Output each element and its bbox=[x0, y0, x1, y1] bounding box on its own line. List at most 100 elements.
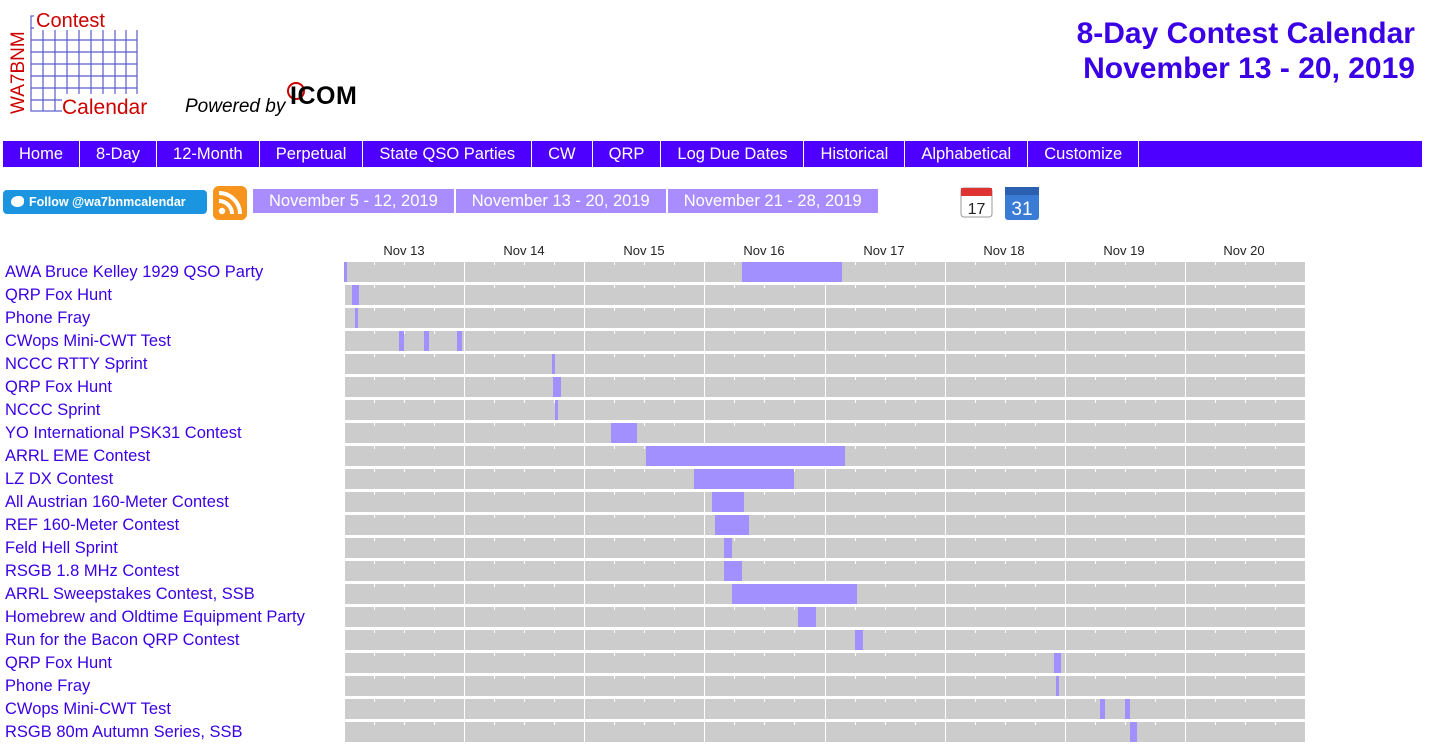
day-divider bbox=[824, 354, 826, 374]
hour-tick bbox=[764, 400, 766, 403]
contest-link[interactable]: Phone Fray bbox=[5, 309, 91, 327]
hour-tick bbox=[554, 492, 556, 495]
contest-time-bar[interactable] bbox=[610, 423, 638, 443]
nav-item-perpetual[interactable]: Perpetual bbox=[260, 141, 364, 167]
nav-item-log-due-dates[interactable]: Log Due Dates bbox=[661, 141, 805, 167]
contest-time-bar[interactable] bbox=[555, 400, 559, 420]
nav-item-alphabetical[interactable]: Alphabetical bbox=[905, 141, 1029, 167]
hour-tick bbox=[734, 607, 736, 610]
nav-item-12-month[interactable]: 12-Month bbox=[157, 141, 260, 167]
nav-item-qrp[interactable]: QRP bbox=[593, 141, 662, 167]
hour-tick bbox=[884, 607, 886, 610]
contest-link[interactable]: QRP Fox Hunt bbox=[5, 286, 112, 304]
hour-tick bbox=[614, 584, 616, 587]
nav-item-cw[interactable]: CW bbox=[532, 141, 593, 167]
contest-link[interactable]: All Austrian 160-Meter Contest bbox=[5, 493, 229, 511]
twitter-follow-button[interactable]: Follow @wa7bnmcalendar bbox=[3, 190, 207, 214]
contest-link[interactable]: ARRL Sweepstakes Contest, SSB bbox=[5, 585, 255, 603]
hour-tick bbox=[1004, 722, 1006, 725]
hour-tick bbox=[1004, 561, 1006, 564]
contest-link[interactable]: RSGB 80m Autumn Series, SSB bbox=[5, 723, 243, 741]
contest-timeline-track bbox=[344, 676, 1306, 696]
nav-item-8-day[interactable]: 8-Day bbox=[80, 141, 158, 167]
contest-link[interactable]: AWA Bruce Kelley 1929 QSO Party bbox=[5, 263, 264, 281]
week-link[interactable]: November 5 - 12, 2019 bbox=[253, 189, 456, 213]
hour-tick bbox=[404, 722, 406, 725]
contest-time-bar[interactable] bbox=[724, 538, 732, 558]
ical-calendar-icon[interactable]: 17 bbox=[960, 185, 993, 218]
contest-link[interactable]: REF 160-Meter Contest bbox=[5, 516, 180, 534]
contest-time-bar[interactable] bbox=[731, 584, 858, 604]
day-divider bbox=[584, 653, 586, 673]
hour-tick bbox=[644, 515, 646, 518]
contest-link[interactable]: RSGB 1.8 MHz Contest bbox=[5, 562, 180, 580]
day-divider bbox=[1064, 561, 1066, 581]
day-divider bbox=[1305, 308, 1306, 328]
contest-time-bar[interactable] bbox=[1124, 699, 1130, 719]
google-calendar-icon[interactable]: 31 bbox=[1004, 185, 1040, 221]
hour-tick bbox=[524, 377, 526, 380]
day-divider bbox=[584, 377, 586, 397]
contest-time-bar[interactable] bbox=[553, 377, 561, 397]
contest-link[interactable]: Feld Hell Sprint bbox=[5, 539, 118, 557]
contest-timeline-track bbox=[344, 699, 1306, 719]
day-divider bbox=[824, 561, 826, 581]
hour-tick bbox=[524, 538, 526, 541]
contest-link[interactable]: QRP Fox Hunt bbox=[5, 654, 112, 672]
contest-timeline-track bbox=[344, 630, 1306, 650]
nav-item-home[interactable]: Home bbox=[3, 141, 81, 167]
day-divider bbox=[1184, 722, 1186, 742]
contest-time-bar[interactable] bbox=[551, 354, 555, 374]
contest-link[interactable]: LZ DX Contest bbox=[5, 470, 114, 488]
nav-item-historical[interactable]: Historical bbox=[804, 141, 906, 167]
contest-time-bar[interactable] bbox=[741, 262, 842, 282]
contest-time-bar[interactable] bbox=[344, 262, 347, 282]
contest-link[interactable]: Run for the Bacon QRP Contest bbox=[5, 631, 240, 649]
day-divider bbox=[704, 722, 706, 742]
nav-item-state-qso-parties[interactable]: State QSO Parties bbox=[363, 141, 533, 167]
page-title: 8-Day Contest Calendar November 13 - 20,… bbox=[1077, 16, 1415, 86]
contest-time-bar[interactable] bbox=[715, 515, 750, 535]
rss-feed-icon[interactable] bbox=[213, 186, 247, 220]
week-link[interactable]: November 21 - 28, 2019 bbox=[667, 189, 880, 213]
contest-link[interactable]: NCCC RTTY Sprint bbox=[5, 355, 148, 373]
wa7bnm-logo[interactable]: Contest Calendar WA7BNM bbox=[4, 8, 174, 123]
hour-tick bbox=[494, 331, 496, 334]
contest-time-bar[interactable] bbox=[798, 607, 816, 627]
contest-time-bar[interactable] bbox=[645, 446, 845, 466]
main-nav: Home 8-Day 12-Month Perpetual State QSO Part… bbox=[3, 141, 1422, 167]
contest-link[interactable]: NCCC Sprint bbox=[5, 401, 101, 419]
contest-link[interactable]: Homebrew and Oldtime Equipment Party bbox=[5, 608, 305, 626]
contest-time-bar[interactable] bbox=[724, 561, 742, 581]
hour-tick bbox=[674, 469, 676, 472]
day-divider bbox=[1184, 469, 1186, 489]
hour-tick bbox=[1244, 423, 1246, 426]
contest-time-bar[interactable] bbox=[355, 308, 358, 328]
contest-time-bar[interactable] bbox=[694, 469, 795, 489]
contest-link[interactable]: Phone Fray bbox=[5, 677, 91, 695]
contest-time-bar[interactable] bbox=[1054, 653, 1062, 673]
hour-tick bbox=[1154, 676, 1156, 679]
contest-time-bar[interactable] bbox=[351, 285, 359, 305]
day-divider bbox=[824, 722, 826, 742]
contest-time-bar[interactable] bbox=[1055, 676, 1059, 696]
contest-time-bar[interactable] bbox=[711, 492, 745, 512]
contest-link[interactable]: CWops Mini-CWT Test bbox=[5, 700, 171, 718]
contest-time-bar[interactable] bbox=[854, 630, 864, 650]
contest-link[interactable]: CWops Mini-CWT Test bbox=[5, 332, 171, 350]
day-header: Nov 13 bbox=[383, 243, 425, 258]
week-link[interactable]: November 13 - 20, 2019 bbox=[455, 189, 668, 213]
contest-time-bar[interactable] bbox=[424, 331, 430, 351]
hour-tick bbox=[1004, 331, 1006, 334]
contest-time-bar[interactable] bbox=[456, 331, 462, 351]
contest-time-bar[interactable] bbox=[399, 331, 405, 351]
contest-link[interactable]: ARRL EME Contest bbox=[5, 447, 151, 465]
nav-item-customize[interactable]: Customize bbox=[1028, 141, 1140, 167]
hour-tick bbox=[1214, 331, 1216, 334]
day-divider bbox=[1064, 469, 1066, 489]
contest-link[interactable]: QRP Fox Hunt bbox=[5, 378, 112, 396]
hour-tick bbox=[1094, 630, 1096, 633]
contest-time-bar[interactable] bbox=[1099, 699, 1105, 719]
contest-time-bar[interactable] bbox=[1129, 722, 1138, 742]
contest-link[interactable]: YO International PSK31 Contest bbox=[5, 424, 242, 442]
